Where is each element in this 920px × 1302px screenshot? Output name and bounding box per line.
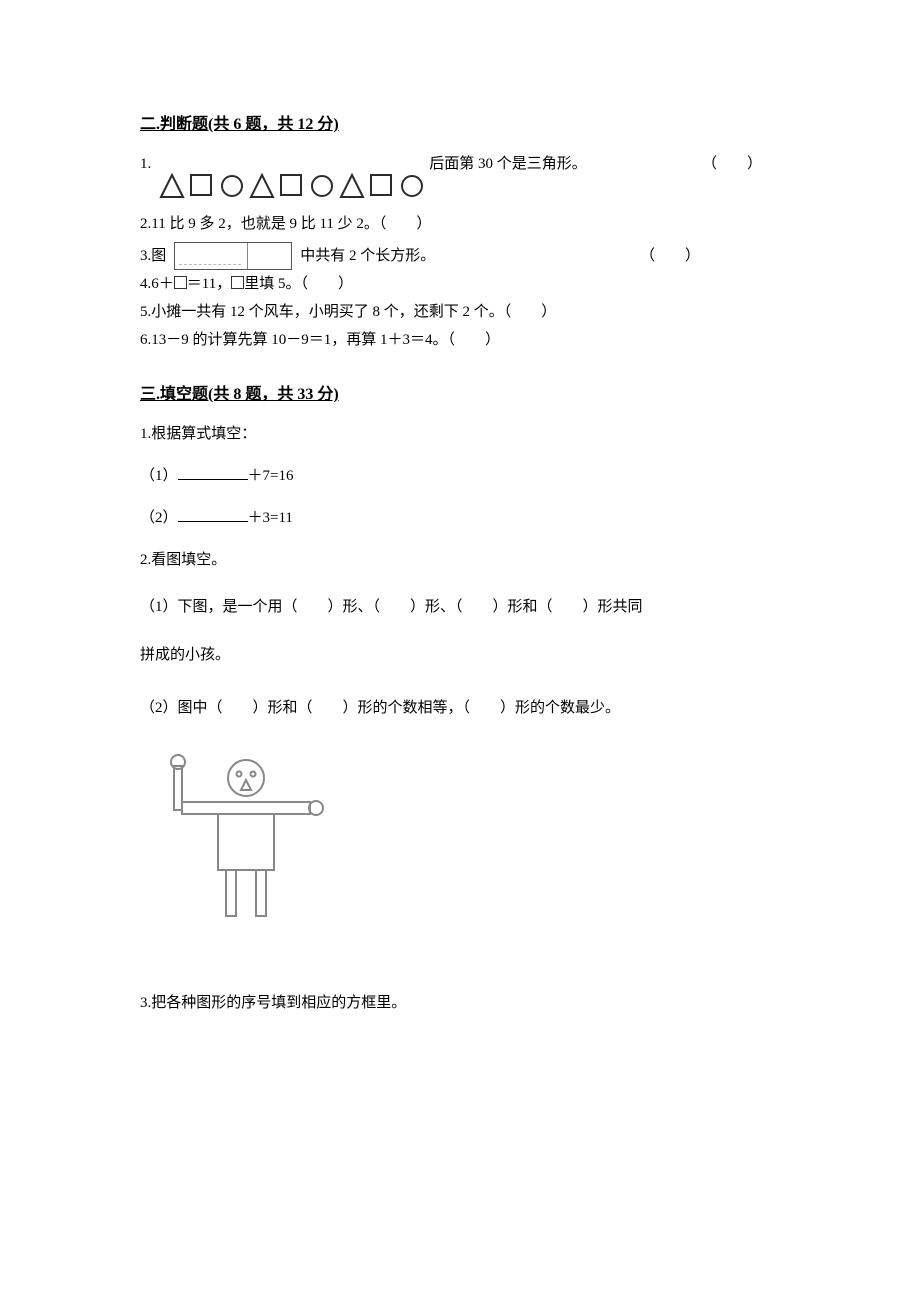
q2-1: 1. 后面第 30 个是三角形。 （ ） [140, 152, 780, 208]
q2-3-paren: （ ） [640, 244, 700, 265]
worksheet-page: 二.判断题(共 6 题，共 12 分) 1. 后面第 30 个是三角形。 （ ）… [0, 0, 920, 1302]
fill-blank [178, 466, 248, 480]
q2-3-post: 中共有 2 个长方形。 [300, 244, 435, 265]
q2-4-mid: ＝11， [187, 276, 231, 292]
q2-5: 5.小摊一共有 12 个风车，小明买了 8 个，还剩下 2 个。（ ） [140, 300, 780, 324]
kid-svg [146, 752, 346, 942]
q2-6: 6.13－9 的计算先算 10－9＝1，再算 1＋3＝4。（ ） [140, 328, 780, 352]
q3-1-a: （1） ＋7=16 [140, 464, 780, 488]
q2-2: 2.11 比 9 多 2，也就是 9 比 11 少 2。（ ） [140, 212, 780, 236]
box-icon [231, 276, 244, 289]
q3-2-b: （2）图中（ ）形和（ ）形的个数相等，（ ）形的个数最少。 [140, 695, 780, 722]
box-icon [174, 276, 187, 289]
rect-figure [174, 242, 292, 270]
q2-4-post: 里填 5。（ ） [244, 276, 353, 292]
q2-3: 3.图 中共有 2 个长方形。 （ ） [140, 240, 780, 268]
q3-2-a2: 拼成的小孩。 [140, 643, 780, 667]
q2-1-text: 后面第 30 个是三角形。 [429, 152, 587, 176]
section-2-heading: 二.判断题(共 6 题，共 12 分) [140, 110, 780, 134]
q3-3-title: 3.把各种图形的序号填到相应的方框里。 [140, 991, 780, 1015]
q2-1-paren: （ ） [702, 152, 762, 176]
q3-1-a-tail: ＋7=16 [248, 468, 294, 484]
q3-1-a-label: （1） [140, 468, 178, 484]
kid-figure [146, 752, 780, 947]
q2-4-pre: 4.6＋ [140, 276, 174, 292]
shape-sequence [158, 172, 426, 200]
q2-4: 4.6＋ ＝11， 里填 5。（ ） [140, 272, 780, 296]
section-3-heading: 三.填空题(共 8 题，共 33 分) [140, 380, 780, 404]
q2-3-pre: 3.图 [140, 244, 166, 265]
q3-1-b-tail: ＋3=11 [248, 510, 293, 526]
q3-1-b-label: （2） [140, 510, 178, 526]
q3-2-title: 2.看图填空。 [140, 548, 780, 572]
fill-blank [178, 508, 248, 522]
q3-2-a: （1）下图，是一个用（ ）形、（ ）形、（ ）形和（ ）形共同 [140, 594, 780, 621]
q2-1-number: 1. [140, 152, 151, 176]
q3-1-b: （2） ＋3=11 [140, 506, 780, 530]
q3-1-title: 1.根据算式填空： [140, 422, 780, 446]
